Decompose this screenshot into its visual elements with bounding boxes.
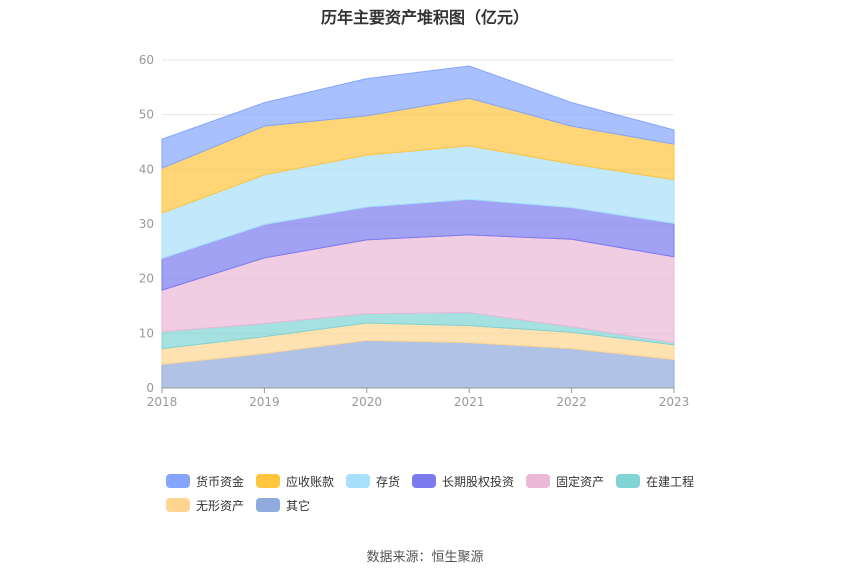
area-货币资金 [161, 65, 675, 169]
x-tick-label: 2022 [556, 395, 587, 409]
y-tick-label: 60 [139, 53, 154, 67]
y-tick-label: 20 [139, 272, 154, 286]
legend-label: 无形资产 [196, 498, 245, 513]
y-tick-label: 50 [139, 108, 154, 122]
legend-swatch [166, 474, 190, 488]
legend-item[interactable]: 存货 [346, 472, 400, 490]
area-series [161, 65, 675, 389]
legend-swatch [616, 474, 641, 488]
legend-label: 存货 [376, 474, 401, 489]
legend-item[interactable]: 应收账款 [256, 472, 334, 490]
y-tick-label: 40 [139, 162, 154, 176]
y-tick-label: 30 [139, 217, 154, 231]
legend-label: 固定资产 [556, 474, 605, 489]
legend-swatch [526, 474, 551, 488]
legend-label: 其它 [286, 498, 311, 513]
x-tick-label: 2020 [352, 395, 383, 409]
legend-label: 应收账款 [286, 474, 335, 489]
data-source: 数据来源：恒生聚源 [366, 550, 484, 565]
legend-label: 货币资金 [196, 474, 245, 489]
legend-item[interactable]: 无形资产 [166, 496, 244, 514]
legend-label: 在建工程 [646, 474, 695, 489]
legend-label: 长期股权投资 [442, 474, 515, 489]
stacked-area-chart: 0 10 20 30 40 50 60 2018 2019 2020 2021 2022 2023 [139, 53, 690, 409]
y-tick-label: 0 [146, 381, 154, 395]
legend: 货币资金 应收账款 存货 长期股权投资 固定资产 在建工程无形资产 其它 [166, 472, 726, 520]
axes: 0 10 20 30 40 50 60 2018 2019 2020 2021 2022 2023 [139, 53, 690, 409]
legend-swatch [346, 474, 371, 488]
x-tick-label: 2018 [147, 395, 178, 409]
legend-swatch [412, 474, 437, 488]
legend-item[interactable]: 固定资产 [526, 472, 604, 490]
legend-item[interactable]: 在建工程 [616, 472, 694, 490]
legend-item[interactable]: 长期股权投资 [412, 472, 514, 490]
x-tick-label: 2021 [454, 395, 485, 409]
legend-item[interactable]: 货币资金 [166, 472, 244, 490]
legend-swatch [256, 474, 281, 488]
x-tick-label: 2019 [249, 395, 280, 409]
x-tick-label: 2023 [659, 395, 690, 409]
chart-title: 历年主要资产堆积图（亿元） [320, 8, 529, 27]
legend-swatch [256, 498, 281, 512]
y-tick-label: 10 [139, 326, 154, 340]
legend-item[interactable]: 其它 [256, 496, 310, 514]
legend-swatch [166, 498, 190, 512]
